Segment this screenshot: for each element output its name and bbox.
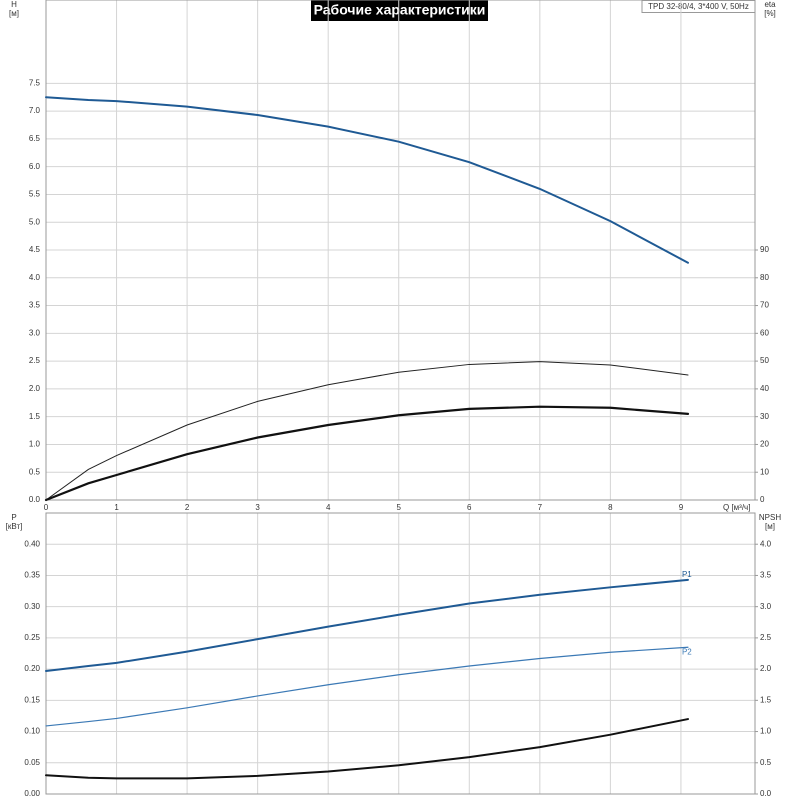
y-tick-label: 7.0 xyxy=(29,106,41,115)
chart-title: Рабочие характеристики xyxy=(314,2,486,18)
y-axis-title: P xyxy=(11,513,16,522)
x-axis-title: Q [м³/ч] xyxy=(723,503,750,512)
plot-frame xyxy=(45,512,756,795)
y2-tick-label: 70 xyxy=(760,301,769,310)
y-tick-label: 0.5 xyxy=(29,467,41,476)
x-tick-label: 2 xyxy=(185,503,190,512)
y2-axis-unit: [%] xyxy=(764,9,776,18)
y2-tick-label: 40 xyxy=(760,384,769,393)
x-tick-label: 3 xyxy=(255,503,260,512)
curve xyxy=(45,718,689,780)
y2-tick-label: 3.5 xyxy=(760,571,772,580)
x-tick-label: 4 xyxy=(326,503,331,512)
y-tick-label: 5.5 xyxy=(29,190,41,199)
y2-tick-label: 30 xyxy=(760,412,769,421)
y-tick-label: 0.05 xyxy=(24,758,40,767)
title-box xyxy=(311,0,488,21)
y-tick-label: 0.30 xyxy=(24,602,40,611)
y2-tick-label: 1.5 xyxy=(760,695,772,704)
series-label: P2 xyxy=(682,647,692,656)
y-axis-title: H xyxy=(11,0,17,9)
y2-tick-label: 90 xyxy=(760,245,769,254)
x-tick-label: 9 xyxy=(679,503,684,512)
x-tick-label: 8 xyxy=(608,503,613,512)
curve xyxy=(45,96,689,264)
x-tick-label: 0 xyxy=(44,503,49,512)
y-tick-label: 6.5 xyxy=(29,134,41,143)
y-tick-label: 0.40 xyxy=(24,539,40,548)
y-axis-unit: [м] xyxy=(9,9,19,18)
y2-tick-label: 50 xyxy=(760,356,769,365)
y2-tick-label: 0 xyxy=(760,495,765,504)
y2-tick-label: 4.0 xyxy=(760,539,772,548)
y-tick-label: 6.0 xyxy=(29,162,41,171)
y2-axis-unit: [м] xyxy=(765,522,775,531)
y2-tick-label: 20 xyxy=(760,440,769,449)
plot-frame xyxy=(45,0,756,501)
y-tick-label: 1.5 xyxy=(29,412,41,421)
curve xyxy=(45,578,689,672)
y-tick-label: 3.0 xyxy=(29,328,41,337)
y2-tick-label: 60 xyxy=(760,328,769,337)
x-tick-label: 6 xyxy=(467,503,472,512)
y-tick-label: 3.5 xyxy=(29,301,41,310)
curve xyxy=(44,405,690,502)
x-tick-label: 1 xyxy=(114,503,119,512)
curve xyxy=(45,646,689,727)
y-tick-label: 0.25 xyxy=(24,633,40,642)
y2-tick-label: 2.0 xyxy=(760,664,772,673)
y-tick-label: 0.20 xyxy=(24,664,40,673)
pump-info: TPD 32-80/4, 3*400 V, 50Hz xyxy=(648,2,749,11)
y2-axis-title: eta xyxy=(764,0,776,9)
y-axis-unit: [кВт] xyxy=(6,522,23,531)
x-tick-label: 7 xyxy=(538,503,543,512)
x-tick-label: 5 xyxy=(397,503,402,512)
curve xyxy=(45,361,689,501)
series-label: P1 xyxy=(682,570,692,579)
y-tick-label: 5.0 xyxy=(29,217,41,226)
y-tick-label: 0.10 xyxy=(24,727,40,736)
y-tick-label: 0.0 xyxy=(29,495,41,504)
y2-tick-label: 0.5 xyxy=(760,758,772,767)
y-tick-label: 2.5 xyxy=(29,356,41,365)
y-tick-label: 0.15 xyxy=(24,695,40,704)
y-tick-label: 0.35 xyxy=(24,571,40,580)
y2-tick-label: 1.0 xyxy=(760,727,772,736)
y2-tick-label: 80 xyxy=(760,273,769,282)
y-tick-label: 0.00 xyxy=(24,789,40,798)
y-tick-label: 4.0 xyxy=(29,273,41,282)
y-tick-label: 7.5 xyxy=(29,78,41,87)
y-tick-label: 2.0 xyxy=(29,384,41,393)
y2-tick-label: 2.5 xyxy=(760,633,772,642)
y2-axis-title: NPSH xyxy=(759,513,781,522)
y2-tick-label: 0.0 xyxy=(760,789,772,798)
y-tick-label: 4.5 xyxy=(29,245,41,254)
y-tick-label: 1.0 xyxy=(29,440,41,449)
y2-tick-label: 3.0 xyxy=(760,602,772,611)
y2-tick-label: 10 xyxy=(760,467,769,476)
